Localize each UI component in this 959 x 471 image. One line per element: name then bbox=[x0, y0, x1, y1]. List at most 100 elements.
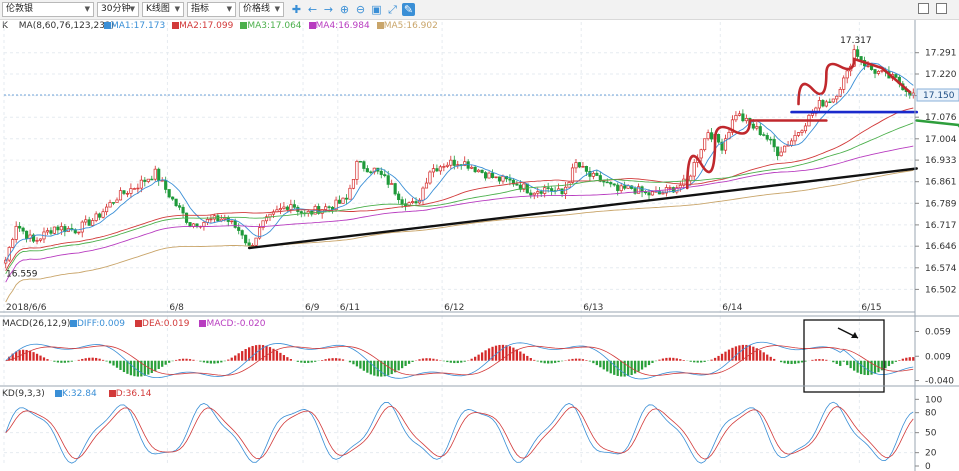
legend-entry: MA2:17.099 bbox=[172, 21, 233, 31]
macd-tick-label: 0.059 bbox=[925, 327, 951, 337]
candle-body bbox=[195, 223, 199, 227]
candle-body bbox=[518, 184, 522, 190]
candle-body bbox=[880, 70, 884, 72]
candle-body bbox=[122, 190, 126, 194]
fullscreen-icon[interactable]: ⤢ bbox=[388, 3, 397, 16]
crosshair-icon[interactable]: ✚ bbox=[291, 3, 302, 16]
legend-swatch bbox=[135, 320, 143, 327]
candle-body bbox=[337, 199, 342, 204]
candle-body bbox=[327, 206, 331, 208]
candle-body bbox=[146, 178, 150, 182]
draw-icon[interactable]: ✎ bbox=[402, 3, 415, 16]
arrow-left-icon[interactable]: ← bbox=[307, 3, 318, 16]
low-label: 16.559 bbox=[6, 269, 38, 279]
candle-body bbox=[856, 49, 860, 57]
candle-body bbox=[720, 141, 724, 151]
candle-body bbox=[550, 188, 554, 191]
candle-body bbox=[348, 187, 352, 200]
price-line-dropdown[interactable]: 价格线 ▼ bbox=[239, 2, 284, 17]
candle-body bbox=[637, 186, 641, 194]
candle-body bbox=[828, 101, 832, 104]
candle-body bbox=[449, 159, 453, 166]
candle-body bbox=[710, 132, 714, 140]
candle-body bbox=[800, 130, 804, 133]
restore-window-icon[interactable] bbox=[918, 3, 929, 14]
candle-body bbox=[845, 70, 849, 79]
annotation-arc bbox=[685, 119, 828, 190]
candle-body bbox=[167, 189, 171, 198]
candle-body bbox=[31, 234, 36, 242]
legend-swatch bbox=[55, 390, 62, 397]
macd-legend-items: DIFF:0.009 DEA:0.019 MACD:-0.020 bbox=[70, 318, 276, 330]
price-tick-label: 17.076 bbox=[925, 113, 957, 123]
zoom-in-icon[interactable]: ⊕ bbox=[339, 3, 350, 16]
candle-body bbox=[699, 149, 703, 159]
candle-body bbox=[776, 146, 780, 157]
candle-body bbox=[536, 191, 540, 194]
candle-body bbox=[484, 172, 488, 179]
candle-body bbox=[341, 197, 345, 204]
price-tick-label: 16.861 bbox=[925, 178, 957, 188]
candle-body bbox=[657, 191, 662, 195]
high-label: 17.317 bbox=[840, 36, 872, 46]
candle-body bbox=[45, 230, 50, 233]
time-tick-label: 6/9 bbox=[305, 303, 320, 313]
candle-body bbox=[355, 161, 359, 180]
candle-body bbox=[397, 193, 401, 201]
fit-icon[interactable]: ▣ bbox=[371, 3, 382, 16]
arrow-right-icon[interactable]: → bbox=[323, 3, 334, 16]
candle-body bbox=[796, 132, 801, 136]
annotation-trendline bbox=[247, 167, 918, 250]
candle-body bbox=[532, 192, 536, 196]
candle-body bbox=[334, 199, 338, 211]
candle-body bbox=[737, 113, 741, 116]
candle-body bbox=[108, 202, 112, 208]
candle-body bbox=[390, 183, 394, 185]
kd-legend: KD(9,3,3) bbox=[2, 388, 45, 400]
legend-label: MA1:17.173 bbox=[111, 21, 166, 31]
macd-tick-label: 0.009 bbox=[925, 352, 951, 362]
price-tick-label: 16.502 bbox=[925, 285, 957, 295]
indicator-dropdown[interactable]: 指标 ▼ bbox=[187, 2, 236, 17]
candle-body bbox=[730, 119, 735, 133]
price-tick-label: 17.291 bbox=[925, 49, 957, 59]
candle-body bbox=[143, 179, 147, 182]
kd-legend-items: K:32.84 D:36.14 bbox=[55, 388, 163, 400]
legend-entry: K:32.84 bbox=[55, 389, 97, 399]
period-dropdown[interactable]: 30分钟 ▼ bbox=[97, 2, 139, 17]
candle-body bbox=[129, 188, 133, 194]
candle-body bbox=[751, 123, 755, 129]
legend-swatch bbox=[199, 320, 207, 327]
candle-body bbox=[515, 183, 519, 186]
grid-lines bbox=[3, 22, 915, 466]
zoom-out-icon[interactable]: ⊖ bbox=[355, 3, 366, 16]
annotations bbox=[247, 57, 959, 250]
candle-body bbox=[682, 178, 686, 186]
candle-body bbox=[87, 219, 91, 226]
macd-panel bbox=[5, 319, 915, 393]
chevron-down-icon: ▼ bbox=[84, 5, 90, 13]
candle-body bbox=[463, 161, 467, 166]
candle-body bbox=[783, 145, 787, 153]
kd-tick-label: 100 bbox=[925, 395, 942, 405]
candle-body bbox=[52, 226, 56, 234]
maximize-window-icon[interactable] bbox=[936, 3, 947, 14]
chart-type-dropdown[interactable]: K线图 ▼ bbox=[142, 2, 184, 17]
chart-canvas[interactable]: 17.29117.22017.14817.07617.00416.93316.8… bbox=[0, 20, 959, 471]
d-line bbox=[5, 405, 914, 460]
ma-legend-items: MA1:17.173 MA2:17.099 MA3:17.064 MA4:16.984… bbox=[104, 20, 445, 32]
candle-body bbox=[244, 234, 248, 244]
symbol-dropdown[interactable]: 伦敦银 ▼ bbox=[2, 2, 94, 17]
candle-body bbox=[157, 168, 161, 182]
ma-line-ma1 bbox=[5, 62, 914, 262]
kd-tick-label: 50 bbox=[925, 429, 937, 439]
candle-body bbox=[793, 135, 797, 142]
candle-body bbox=[452, 159, 456, 166]
candle-body bbox=[414, 201, 418, 204]
candle-body bbox=[174, 198, 178, 207]
annotation-projection bbox=[915, 119, 959, 128]
kd-tick-label: 0 bbox=[925, 462, 931, 471]
legend-entry: MA4:16.984 bbox=[308, 21, 370, 31]
candle-body bbox=[789, 140, 794, 146]
legend-swatch bbox=[240, 22, 248, 29]
